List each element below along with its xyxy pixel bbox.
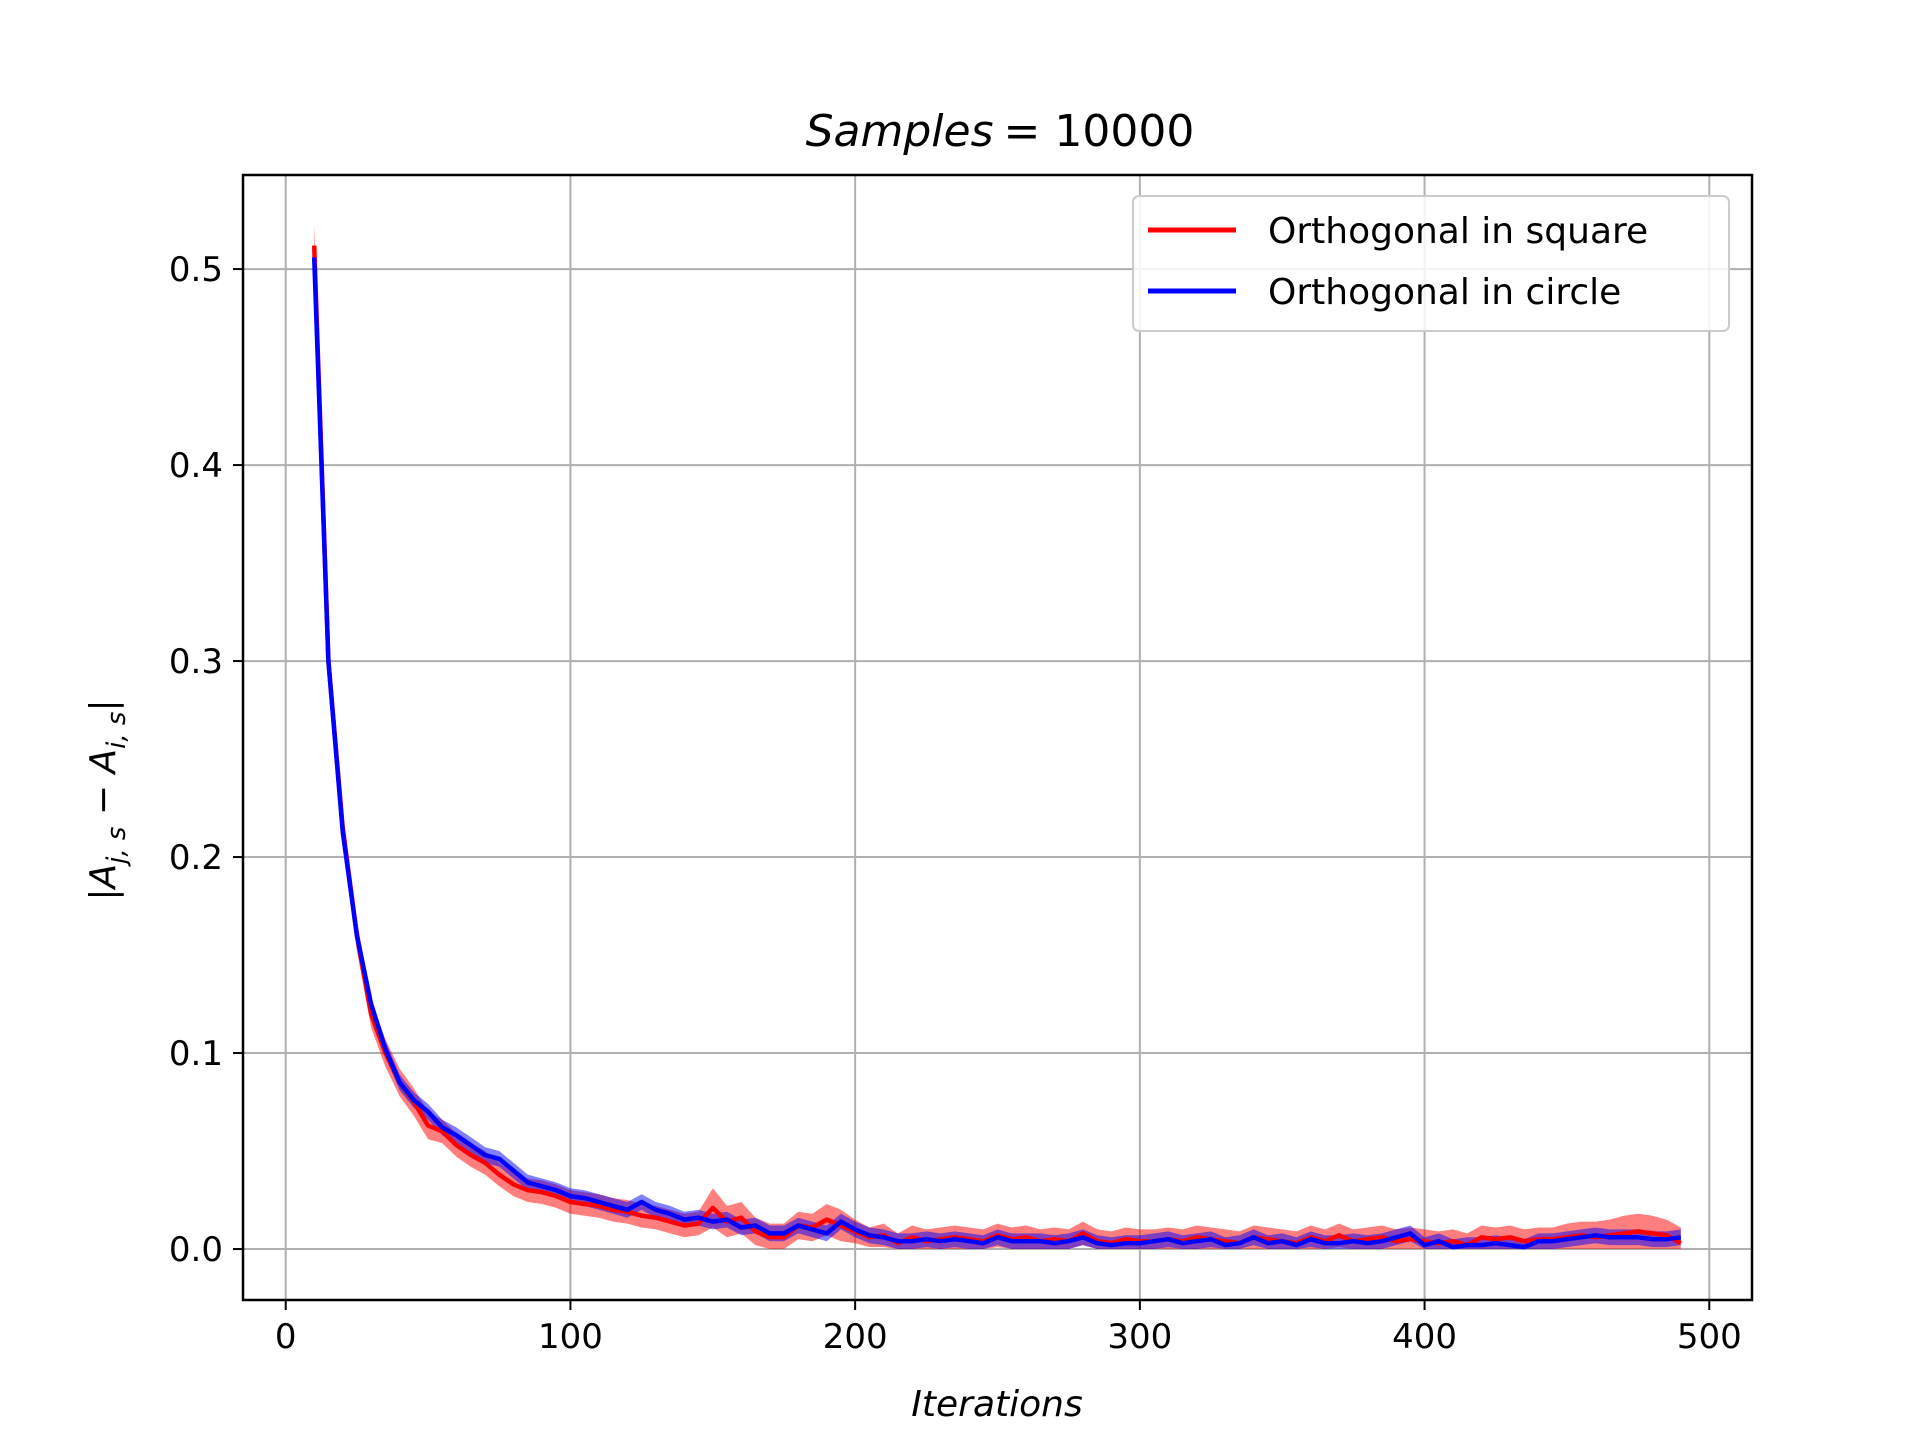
x-axis-label: Iterations xyxy=(911,1384,1082,1425)
y-tick-label: 0.0 xyxy=(169,1230,223,1270)
plot-frame xyxy=(241,173,1754,1302)
y-tick-label: 0.4 xyxy=(169,446,223,486)
y-label-open: |A xyxy=(83,864,124,901)
chart-title: Samples = 10000 xyxy=(806,106,1195,157)
y-label-close: | xyxy=(83,699,124,711)
y-tick-label: 0.5 xyxy=(169,250,223,290)
chart-title-value: = 10000 xyxy=(1004,106,1195,157)
series-line-0 xyxy=(311,245,1682,1248)
legend: Orthogonal in square Orthogonal in circl… xyxy=(1132,195,1730,332)
x-tick-label: 500 xyxy=(1677,1317,1742,1357)
chart-title-variable: Samples xyxy=(806,106,994,157)
y-tick-label: 0.2 xyxy=(169,838,223,878)
legend-box xyxy=(1132,195,1730,332)
y-axis-label: |Aj, s − Ai, s| xyxy=(83,699,132,900)
x-tick-label: 400 xyxy=(1392,1317,1457,1357)
y-axis-ticks: 0.0 0.1 0.2 0.3 0.4 0.5 xyxy=(169,250,243,1270)
error-bands xyxy=(314,224,1681,1249)
y-label-sub1: j, s xyxy=(102,827,132,867)
y-label-mid: − A xyxy=(83,749,124,827)
error-band-0 xyxy=(314,224,1681,1249)
x-tick-label: 300 xyxy=(1107,1317,1172,1357)
y-tick-label: 0.3 xyxy=(169,642,223,682)
y-tick-label: 0.1 xyxy=(169,1034,223,1074)
y-label-sub2: i, s xyxy=(102,712,132,749)
error-band-1 xyxy=(314,249,1681,1249)
grid-lines xyxy=(243,175,1752,1300)
x-axis-ticks: 0 100 200 300 400 500 xyxy=(275,1300,1742,1357)
series-lines xyxy=(311,245,1682,1250)
x-tick-label: 100 xyxy=(538,1317,603,1357)
series-line-1 xyxy=(311,257,1682,1250)
legend-label-circle: Orthogonal in circle xyxy=(1268,272,1621,313)
legend-label-square: Orthogonal in square xyxy=(1268,211,1648,252)
x-tick-label: 200 xyxy=(823,1317,888,1357)
x-tick-label: 0 xyxy=(275,1317,297,1357)
